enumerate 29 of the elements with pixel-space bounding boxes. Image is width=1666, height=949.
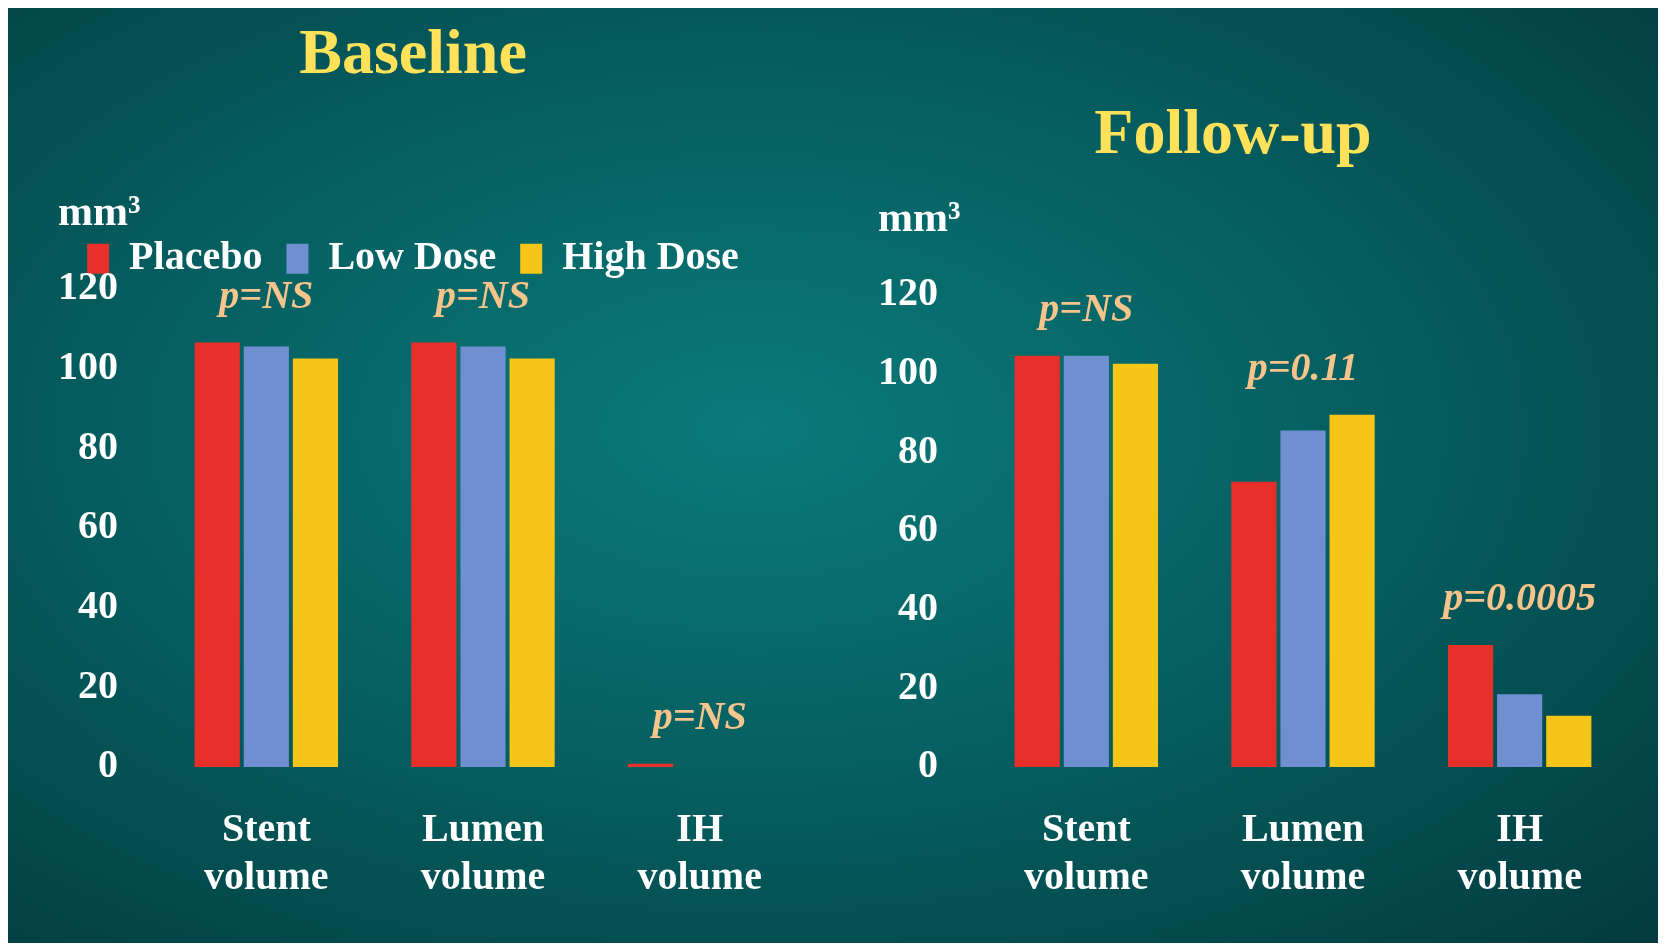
y-tick-label: 60 [898,505,938,551]
x-tick-label: Lumen volume [1240,805,1366,899]
legend-label: High Dose [562,233,739,279]
x-tick-label: Lumen volume [420,805,546,899]
y-tick-label: 0 [98,741,118,787]
x-tick-label: Stent volume [204,805,329,899]
y-axis-title: mm³ [58,187,141,234]
y-tick-label: 20 [78,661,118,707]
annotation: p=NS [1036,285,1134,331]
x-tick-label: IH volume [637,805,762,899]
x-tick-label: Stent volume [1024,805,1149,899]
y-tick-label: 120 [878,269,938,315]
y-tick-label: 80 [898,426,938,472]
x-tick-label: IH volume [1457,805,1582,899]
chart-title: Follow-up [1094,95,1372,167]
chart-title: Baseline [299,15,527,87]
annotation: p=NS [649,693,747,739]
y-tick-label: 120 [58,263,118,309]
y-axis-title: mm³ [878,193,961,240]
y-tick-label: 100 [58,342,118,388]
y-tick-label: 40 [898,583,938,629]
annotation: p=0.0005 [1440,574,1597,620]
y-tick-label: 80 [78,422,118,468]
y-tick-label: 20 [898,662,938,708]
y-tick-label: 0 [918,741,938,787]
y-tick-label: 100 [878,347,938,393]
annotation: p=0.11 [1244,344,1359,390]
y-tick-label: 40 [78,581,118,627]
y-tick-label: 60 [78,502,118,548]
